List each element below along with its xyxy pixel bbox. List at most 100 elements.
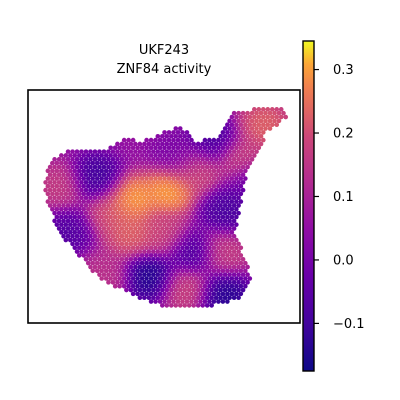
spot bbox=[148, 276, 154, 281]
spot bbox=[144, 214, 149, 220]
spot bbox=[139, 260, 145, 266]
spot bbox=[153, 253, 158, 258]
spot bbox=[61, 203, 66, 208]
spot bbox=[229, 130, 235, 135]
spot bbox=[92, 264, 98, 270]
spot bbox=[133, 195, 138, 201]
spot bbox=[115, 264, 120, 270]
spot bbox=[76, 199, 82, 204]
spot bbox=[133, 264, 138, 270]
spot bbox=[130, 253, 136, 258]
spot bbox=[193, 276, 199, 281]
spot bbox=[164, 203, 170, 208]
spot bbox=[94, 268, 100, 274]
spot bbox=[146, 256, 152, 262]
spot bbox=[234, 168, 239, 174]
spot bbox=[220, 207, 226, 212]
spot bbox=[202, 276, 208, 281]
spot bbox=[160, 187, 165, 193]
spot bbox=[195, 218, 201, 224]
spot bbox=[225, 283, 230, 289]
spot bbox=[164, 256, 170, 262]
spot bbox=[180, 137, 185, 143]
spot bbox=[175, 214, 181, 220]
spot bbox=[198, 207, 203, 212]
spot bbox=[168, 141, 174, 147]
spot bbox=[216, 237, 221, 243]
spot bbox=[231, 118, 237, 124]
spot bbox=[74, 241, 80, 247]
spot bbox=[236, 126, 241, 131]
spot bbox=[117, 207, 122, 212]
spot bbox=[157, 291, 163, 297]
colorbar-tick-label: 0.2 bbox=[333, 127, 354, 142]
spot bbox=[115, 218, 120, 224]
spot bbox=[52, 180, 57, 185]
spot bbox=[177, 226, 183, 231]
spot bbox=[252, 153, 257, 158]
spot bbox=[94, 153, 100, 158]
spot bbox=[155, 287, 161, 293]
spot bbox=[137, 141, 143, 147]
spot bbox=[166, 137, 172, 143]
spot bbox=[220, 191, 226, 197]
spot bbox=[121, 260, 127, 266]
spot bbox=[213, 172, 219, 177]
spot bbox=[238, 199, 244, 204]
spot bbox=[130, 237, 136, 243]
spot bbox=[83, 241, 89, 247]
spot bbox=[200, 187, 205, 193]
spot bbox=[209, 256, 214, 262]
spot bbox=[177, 187, 183, 193]
spot bbox=[63, 176, 69, 181]
spot bbox=[171, 183, 176, 189]
spot bbox=[220, 253, 226, 258]
spot bbox=[184, 237, 190, 243]
spot bbox=[177, 256, 183, 262]
spot bbox=[110, 203, 116, 208]
spot bbox=[213, 164, 219, 170]
spot bbox=[231, 164, 237, 170]
spot bbox=[166, 191, 172, 197]
spot bbox=[189, 191, 194, 197]
spot bbox=[184, 160, 190, 166]
spot bbox=[177, 126, 183, 131]
spot bbox=[101, 172, 107, 177]
spot bbox=[50, 160, 55, 166]
spot bbox=[198, 283, 203, 289]
spot bbox=[177, 141, 183, 147]
spot bbox=[218, 180, 223, 185]
spot bbox=[207, 137, 212, 143]
spot bbox=[153, 176, 158, 181]
spot bbox=[186, 249, 192, 254]
spot bbox=[222, 187, 228, 193]
spot bbox=[177, 195, 183, 201]
spot bbox=[184, 183, 190, 189]
spot bbox=[171, 207, 176, 212]
spot bbox=[209, 303, 214, 308]
spot bbox=[234, 260, 239, 266]
spot bbox=[90, 153, 96, 158]
spot bbox=[182, 280, 188, 285]
spot bbox=[173, 287, 179, 293]
spot bbox=[186, 233, 192, 239]
spot bbox=[135, 253, 140, 258]
spot bbox=[133, 203, 138, 208]
spot bbox=[184, 222, 190, 227]
spot bbox=[99, 253, 105, 258]
spot bbox=[148, 260, 154, 266]
spot bbox=[155, 203, 161, 208]
spot bbox=[54, 199, 60, 204]
spot bbox=[144, 145, 149, 151]
spot bbox=[155, 133, 161, 139]
spot bbox=[211, 283, 217, 289]
spot bbox=[238, 260, 244, 266]
spot bbox=[106, 180, 111, 185]
spot bbox=[146, 187, 152, 193]
spot bbox=[180, 130, 185, 135]
spot bbox=[207, 207, 212, 212]
spot bbox=[139, 176, 145, 181]
spot bbox=[184, 253, 190, 258]
spot bbox=[168, 133, 174, 139]
spot bbox=[124, 195, 129, 201]
